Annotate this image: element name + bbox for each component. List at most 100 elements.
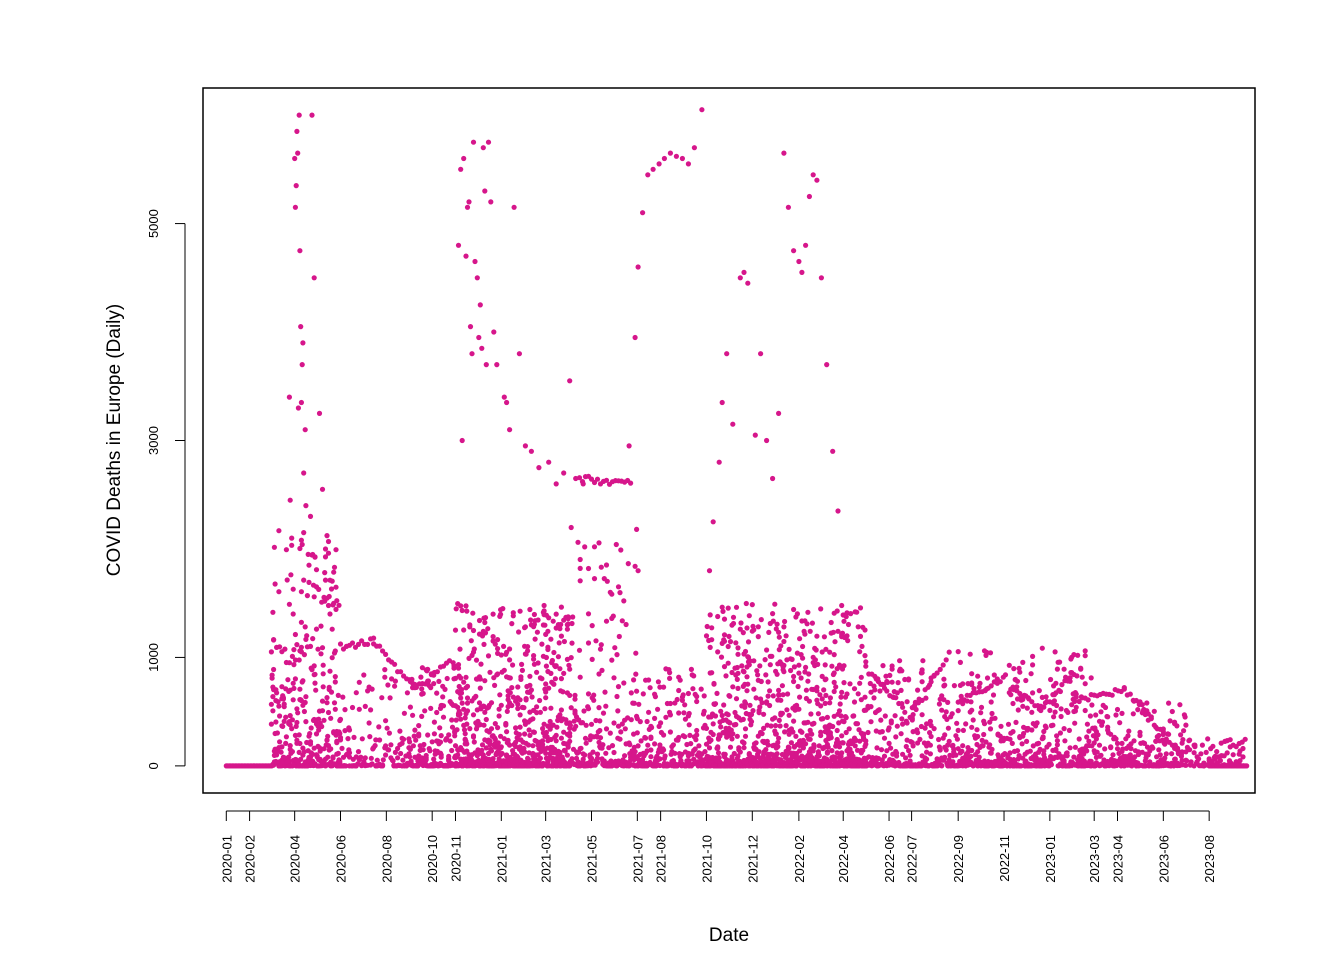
data-point bbox=[297, 740, 303, 747]
data-point bbox=[546, 685, 552, 691]
data-point bbox=[492, 721, 498, 727]
data-point bbox=[751, 627, 757, 633]
data-point bbox=[981, 718, 987, 724]
data-point bbox=[608, 758, 614, 764]
data-point-peak bbox=[295, 405, 301, 411]
data-point bbox=[271, 544, 277, 550]
data-point bbox=[813, 647, 819, 653]
data-point bbox=[585, 691, 592, 697]
data-point bbox=[1072, 690, 1078, 696]
data-point bbox=[1240, 754, 1246, 760]
data-point bbox=[900, 751, 906, 757]
data-point bbox=[735, 685, 741, 692]
data-point bbox=[553, 611, 559, 617]
data-point bbox=[345, 736, 351, 742]
data-point bbox=[531, 656, 537, 662]
data-point bbox=[720, 730, 726, 736]
data-point bbox=[1119, 748, 1125, 755]
data-point-peak bbox=[504, 399, 510, 406]
data-point bbox=[509, 685, 515, 691]
data-point bbox=[320, 662, 326, 668]
data-point bbox=[735, 753, 741, 759]
data-point bbox=[1128, 746, 1134, 752]
data-point bbox=[1108, 731, 1114, 737]
data-point bbox=[303, 694, 309, 700]
data-point-peak bbox=[483, 362, 489, 368]
data-point bbox=[778, 697, 784, 703]
data-point bbox=[334, 598, 340, 604]
data-point bbox=[603, 477, 610, 483]
data-point bbox=[1043, 694, 1049, 700]
data-point bbox=[1073, 704, 1079, 710]
data-point bbox=[1061, 726, 1067, 732]
data-point bbox=[483, 716, 489, 723]
data-point bbox=[682, 702, 688, 708]
data-point bbox=[841, 719, 847, 725]
data-point bbox=[613, 541, 619, 548]
data-point bbox=[851, 699, 858, 705]
data-point bbox=[710, 721, 716, 727]
data-point bbox=[822, 700, 828, 707]
data-point bbox=[670, 742, 677, 748]
data-point-peak bbox=[474, 275, 480, 281]
data-point bbox=[618, 547, 624, 553]
data-point bbox=[839, 733, 845, 739]
data-point bbox=[579, 720, 586, 726]
data-point bbox=[560, 689, 566, 695]
data-point bbox=[841, 680, 847, 686]
data-point bbox=[824, 714, 831, 721]
data-point bbox=[548, 636, 554, 642]
data-point bbox=[635, 568, 641, 574]
data-point bbox=[800, 643, 806, 650]
data-point bbox=[461, 627, 467, 633]
data-point bbox=[955, 727, 961, 734]
data-point bbox=[517, 724, 523, 730]
data-point bbox=[462, 736, 468, 742]
x-tick-label: 2022-09 bbox=[951, 835, 966, 883]
data-point-peak bbox=[485, 139, 492, 145]
data-point bbox=[854, 747, 861, 753]
data-point bbox=[284, 759, 290, 765]
data-point bbox=[895, 680, 901, 686]
data-point bbox=[743, 600, 749, 607]
data-point bbox=[818, 729, 824, 735]
data-point-peak bbox=[635, 264, 641, 270]
data-point bbox=[1065, 678, 1071, 684]
data-point bbox=[727, 639, 734, 645]
data-point bbox=[488, 700, 495, 706]
data-point bbox=[845, 621, 852, 628]
data-point bbox=[268, 701, 274, 707]
data-point bbox=[577, 578, 583, 584]
x-tick-label: 2022-02 bbox=[792, 835, 807, 883]
data-point bbox=[458, 603, 464, 609]
data-point bbox=[663, 714, 669, 720]
data-point bbox=[910, 743, 916, 749]
data-point bbox=[561, 670, 567, 677]
data-point bbox=[862, 653, 868, 659]
data-point bbox=[872, 687, 878, 693]
data-point bbox=[939, 763, 945, 769]
data-point bbox=[749, 602, 755, 608]
data-point bbox=[268, 721, 274, 727]
data-point bbox=[1020, 659, 1026, 666]
data-point bbox=[1039, 736, 1045, 742]
data-point bbox=[711, 681, 717, 687]
data-point bbox=[1076, 698, 1082, 705]
data-point bbox=[897, 658, 903, 664]
data-point bbox=[899, 716, 905, 722]
data-point bbox=[782, 618, 788, 625]
data-point bbox=[940, 662, 946, 668]
data-point bbox=[848, 611, 854, 617]
data-point bbox=[1199, 742, 1205, 748]
x-tick-label: 2021-10 bbox=[699, 835, 714, 883]
data-point bbox=[975, 673, 981, 679]
data-point bbox=[1027, 748, 1033, 754]
data-point bbox=[298, 619, 304, 625]
data-point bbox=[575, 539, 581, 545]
data-point bbox=[328, 715, 334, 721]
data-point bbox=[511, 741, 517, 748]
data-point bbox=[479, 747, 485, 753]
data-point bbox=[1094, 749, 1100, 755]
data-point bbox=[843, 715, 849, 721]
data-point bbox=[778, 710, 784, 716]
